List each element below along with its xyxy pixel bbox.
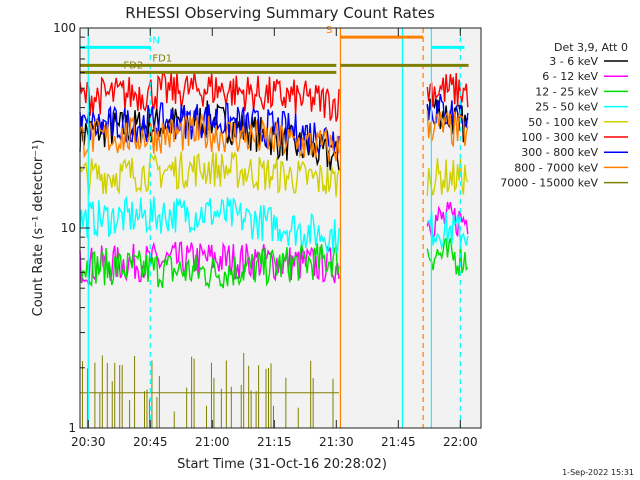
marker-layer	[87, 28, 461, 428]
flag-label: N	[152, 35, 159, 46]
legend-label: 100 - 300 keV	[521, 131, 598, 144]
x-tick-label: 21:30	[319, 435, 354, 449]
x-tick-label: 21:45	[381, 435, 416, 449]
legend-label: 12 - 25 keV	[535, 85, 598, 98]
x-tick-label: 20:45	[133, 435, 168, 449]
x-tick-label: 21:15	[257, 435, 292, 449]
y-tick-label: 100	[53, 21, 76, 35]
legend-title: Det 3,9, Att 0	[554, 41, 628, 54]
footer-timestamp: 1-Sep-2022 15:31	[562, 468, 634, 477]
series-line-5-seg0	[79, 71, 340, 122]
x-axis-label: Start Time (31-Oct-16 20:28:02)	[177, 457, 387, 472]
x-tick-label: 22:00	[443, 435, 478, 449]
legend-label: 300 - 800 keV	[521, 146, 598, 159]
series-line-1-seg1	[426, 201, 469, 238]
x-tick-label: 20:30	[71, 435, 106, 449]
flag-label: S	[326, 25, 332, 36]
series-line-7-seg0	[79, 114, 340, 162]
x-tick-label: 21:00	[195, 435, 230, 449]
flag-layer: N FD1 FD2 S	[80, 25, 469, 74]
y-axis: 1 10 100	[53, 21, 90, 435]
legend-label: 7000 - 15000 keV	[500, 177, 598, 190]
chart-title: RHESSI Observing Summary Count Rates	[125, 4, 435, 22]
legend-label: 25 - 50 keV	[535, 101, 598, 114]
series-line-4-seg0	[79, 150, 340, 197]
series-line-5-seg1	[426, 72, 469, 108]
legend-label: 3 - 6 keV	[549, 55, 598, 68]
series-line-2-seg0	[79, 243, 340, 290]
series-line-6-seg0	[79, 102, 340, 157]
legend-label: 50 - 100 keV	[528, 116, 598, 129]
series-layer	[79, 71, 469, 428]
y-axis-label: Count Rate (s⁻¹ detector⁻¹)	[31, 140, 46, 317]
series-line-1-seg0	[79, 241, 340, 287]
y-tick-label: 10	[61, 221, 76, 235]
x-axis: 20:30 20:45 21:00 21:15 21:30 21:45 22:00	[71, 28, 478, 449]
series-line-7-seg1	[426, 110, 469, 148]
flag-label: FD2	[123, 60, 143, 71]
y-tick-label: 1	[68, 421, 76, 435]
legend-label: 6 - 12 keV	[542, 70, 598, 83]
legend: 3 - 6 keV 6 - 12 keV 12 - 25 keV 25 - 50 ke…	[500, 55, 628, 190]
series-line-6-seg1	[426, 93, 469, 131]
flag-label: FD1	[152, 53, 172, 64]
series-line-3-seg1	[427, 211, 469, 251]
series-line-4-seg1	[426, 158, 469, 197]
series-line-3-seg0	[79, 195, 340, 254]
series-line-2-seg1	[426, 237, 469, 276]
legend-label: 800 - 7000 keV	[514, 161, 598, 174]
